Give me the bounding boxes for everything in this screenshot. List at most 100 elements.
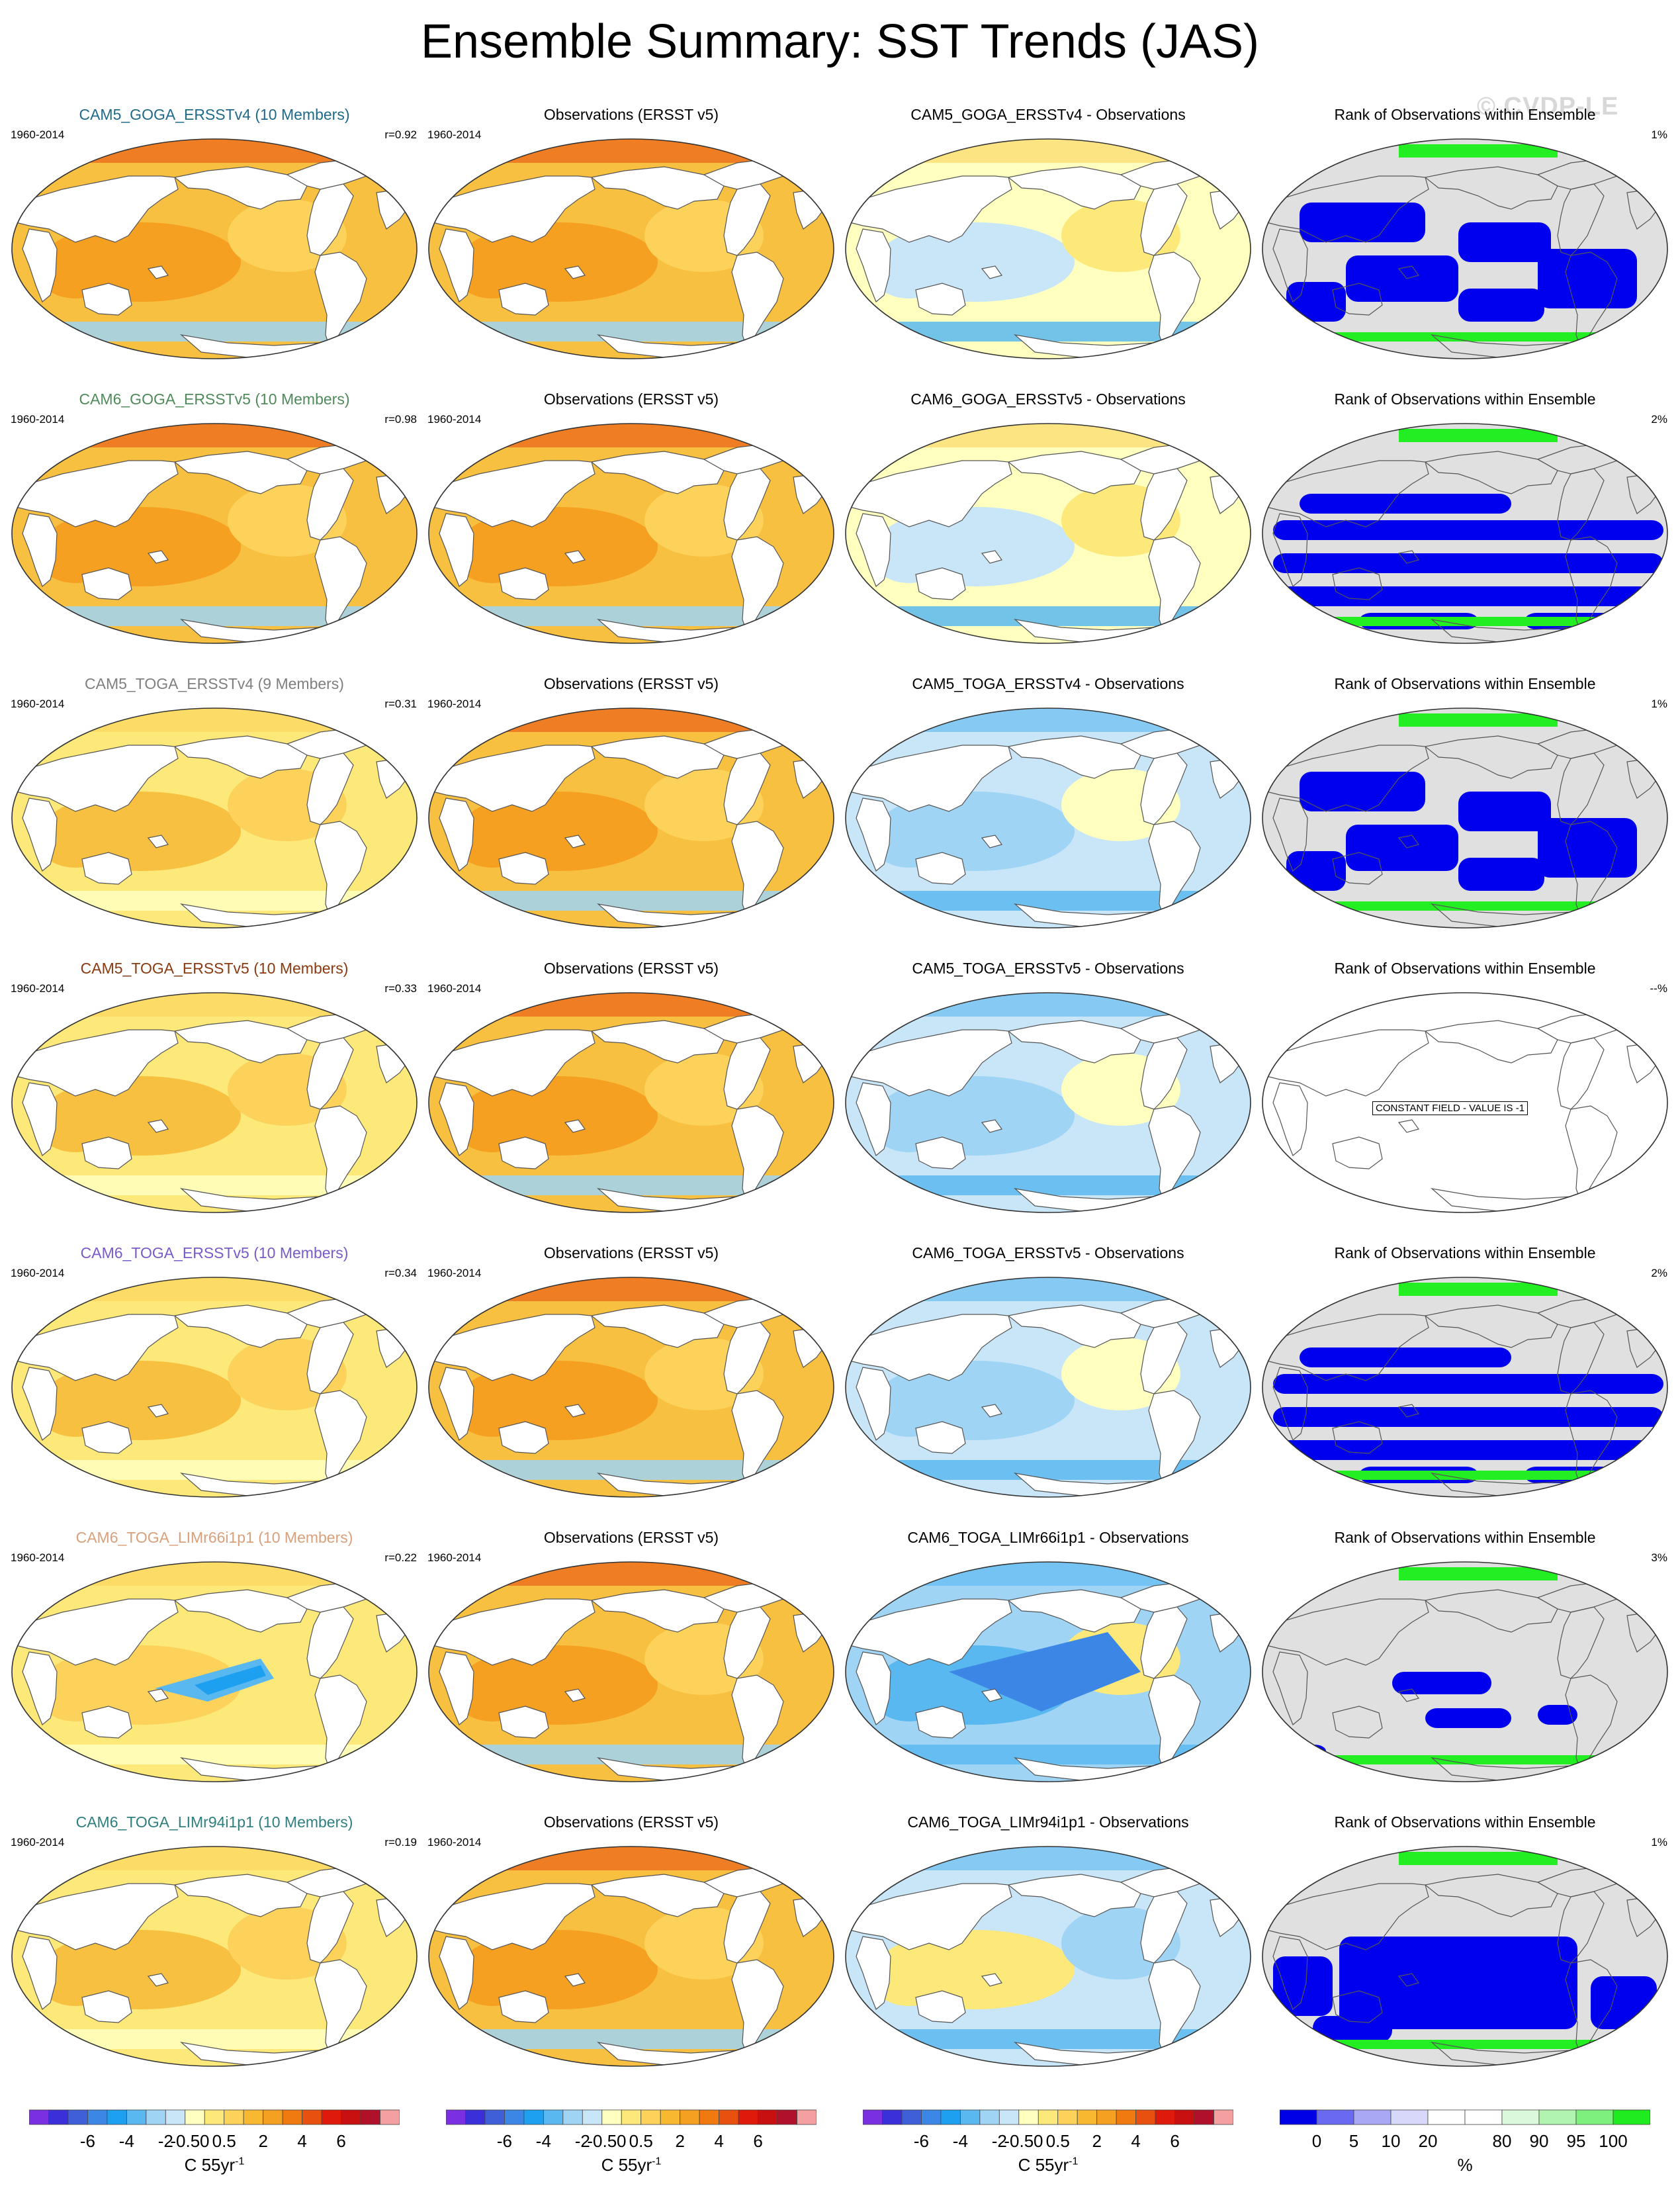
units-text: C 55yr: [1018, 2155, 1069, 2175]
colorbar-swatch: [484, 2109, 505, 2125]
world-map: [11, 1277, 418, 1498]
colorbar-swatch: [1464, 2109, 1503, 2125]
map-field: [846, 424, 1251, 643]
panel-years: 1960-2014: [11, 128, 65, 141]
pattern-correlation: r=0.31: [384, 698, 417, 710]
colorbar-swatch: [204, 2109, 225, 2125]
colorbar-swatches: [1279, 2109, 1651, 2125]
colorbar-tick-label: 10: [1381, 2131, 1401, 2151]
colorbar-swatch: [165, 2109, 186, 2125]
pattern-correlation: r=0.92: [384, 128, 417, 141]
map-field: [429, 1562, 834, 1782]
panel-title: Rank of Observations within Ensemble: [1334, 675, 1596, 692]
colorbar-tick-label: 100: [1599, 2131, 1628, 2151]
world-map: [845, 1561, 1251, 1782]
colorbar-units: C 55yr-1: [863, 2155, 1233, 2175]
world-map: [845, 423, 1251, 644]
colorbar-swatch: [185, 2109, 205, 2125]
rank-panel: Rank of Observations within Ensemble 3%: [1260, 1529, 1670, 1807]
colorbar-swatch: [1174, 2109, 1195, 2125]
observations-panel: Observations (ERSST v5) 1960-2014: [426, 390, 836, 668]
world-map: [428, 708, 834, 929]
page-title: Ensemble Summary: SST Trends (JAS): [420, 15, 1260, 68]
colorbar-swatch: [1575, 2109, 1614, 2125]
colorbar-swatch: [777, 2109, 797, 2125]
world-map: [11, 708, 418, 929]
colorbar-swatch: [380, 2109, 400, 2125]
colorbar-swatch: [224, 2109, 244, 2125]
world-map: [1262, 1277, 1668, 1498]
panel-years: 1960-2014: [11, 698, 65, 710]
panel-years: 1960-2014: [11, 413, 65, 426]
world-map: [11, 1561, 418, 1782]
colorbar-swatch: [67, 2109, 88, 2125]
colorbar: 0 5 10 20 80 90 95 100%: [1279, 2109, 1651, 2181]
colorbar-tick-label: -6: [79, 2131, 95, 2151]
panel-years: 1960-2014: [427, 1267, 482, 1279]
world-map: [428, 992, 834, 1213]
colorbar-tick-label: 0: [200, 2131, 210, 2151]
colorbar-swatch: [146, 2109, 166, 2125]
map-field: [429, 139, 834, 359]
colorbar-swatch: [998, 2109, 1020, 2125]
colorbar-units: %: [1280, 2155, 1650, 2175]
map-field: [1262, 708, 1667, 928]
colorbar-swatch: [921, 2109, 942, 2125]
map-field: [12, 1847, 417, 2066]
map-field: [1262, 1847, 1667, 2066]
units-text: %: [1457, 2155, 1473, 2175]
panel-title: Observations (ERSST v5): [543, 675, 719, 692]
observations-panel: Observations (ERSST v5) 1960-2014: [426, 1529, 836, 1807]
world-map: [845, 992, 1251, 1213]
colorbar-swatch: [562, 2109, 583, 2125]
colorbar: -6 -4 -2 -0.5 0 0.5 2 4 6 C 55yr-1: [445, 2109, 817, 2181]
map-field: [12, 1277, 417, 1497]
pattern-correlation: r=0.33: [384, 982, 417, 995]
colorbar-swatch: [282, 2109, 303, 2125]
panel-years: 1960-2014: [11, 982, 65, 995]
rank-panel: Rank of Observations within Ensemble --% C…: [1260, 960, 1670, 1238]
colorbar-swatch: [523, 2109, 544, 2125]
colorbar-tick-label: -0.5: [1004, 2131, 1034, 2151]
world-map: [428, 423, 834, 644]
colorbar-tick-label: 2: [1092, 2131, 1102, 2151]
ensemble-panel: CAM6_TOGA_LIMr66i1p1 (10 Members) 1960-20…: [9, 1529, 420, 1807]
colorbar-swatch: [263, 2109, 283, 2125]
pattern-correlation: r=0.34: [384, 1267, 417, 1279]
colorbar-tick-label: -2: [157, 2131, 173, 2151]
colorbar-swatches: [862, 2109, 1234, 2125]
rank-percent: 2%: [1651, 1267, 1667, 1279]
rank-percent: 1%: [1651, 698, 1667, 710]
panel-title: CAM6_TOGA_LIMr66i1p1 (10 Members): [75, 1529, 353, 1546]
colorbar-swatch: [1018, 2109, 1039, 2125]
panel-title: CAM6_TOGA_LIMr94i1p1 - Observations: [907, 1813, 1189, 1831]
rank-panel: Rank of Observations within Ensemble 2%: [1260, 1244, 1670, 1522]
difference-panel: CAM5_TOGA_ERSSTv5 - Observations: [843, 960, 1253, 1238]
panel-title: CAM6_TOGA_ERSSTv5 (10 Members): [80, 1244, 349, 1261]
panel-title: Observations (ERSST v5): [543, 960, 719, 977]
difference-panel: CAM5_GOGA_ERSSTv4 - Observations: [843, 106, 1253, 384]
colorbar-swatch: [1316, 2109, 1354, 2125]
panel-title: Observations (ERSST v5): [543, 1813, 719, 1831]
colorbar-tick-label: 0.5: [629, 2131, 653, 2151]
colorbar-swatch: [87, 2109, 108, 2125]
colorbar-swatch: [1501, 2109, 1540, 2125]
colorbar-swatch: [1135, 2109, 1156, 2125]
map-field: [846, 708, 1251, 928]
difference-panel: CAM6_TOGA_LIMr94i1p1 - Observations: [843, 1813, 1253, 2091]
map-field: [429, 1277, 834, 1497]
map-field: [429, 708, 834, 928]
panel-years: 1960-2014: [427, 1836, 482, 1849]
observations-panel: Observations (ERSST v5) 1960-2014: [426, 1813, 836, 2091]
map-field: [846, 139, 1251, 359]
observations-panel: Observations (ERSST v5) 1960-2014: [426, 1244, 836, 1522]
colorbar-swatch: [1353, 2109, 1392, 2125]
watermark: © CVDP-LE: [1477, 93, 1619, 120]
panel-title: Observations (ERSST v5): [543, 1244, 719, 1261]
units-text: C 55yr: [601, 2155, 652, 2175]
panel-title: Observations (ERSST v5): [543, 1529, 719, 1546]
map-field: [12, 424, 417, 643]
difference-panel: CAM6_TOGA_ERSSTv5 - Observations: [843, 1244, 1253, 1522]
colorbar-swatch: [882, 2109, 903, 2125]
map-field: [1262, 424, 1667, 643]
